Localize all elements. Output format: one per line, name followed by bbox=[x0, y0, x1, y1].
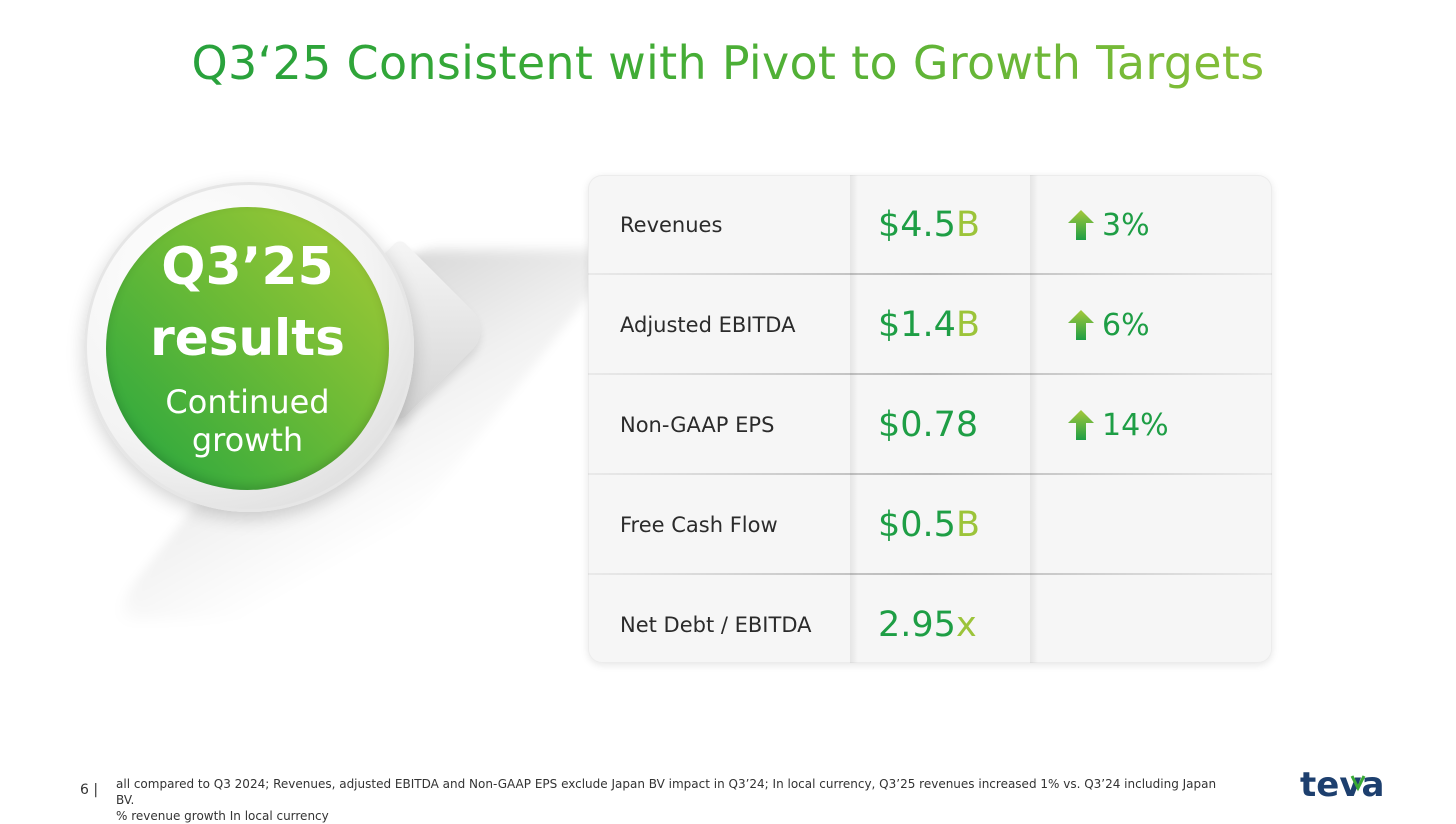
column-separator bbox=[850, 175, 858, 663]
metric-change: 3% bbox=[1068, 175, 1150, 275]
metric-row-net-debt-ebitda: Net Debt / EBITDA 2.95x bbox=[588, 575, 1272, 663]
metric-row-free-cash-flow: Free Cash Flow $0.5B bbox=[588, 475, 1272, 575]
badge-quarter: Q3’25 bbox=[161, 237, 334, 297]
slide-title: Q3‘25 Consistent with Pivot to Growth Ta… bbox=[0, 36, 1456, 90]
metric-change: 14% bbox=[1068, 375, 1169, 475]
metric-value: $4.5B bbox=[878, 205, 980, 245]
badge-results: results bbox=[150, 309, 345, 367]
footnote-line2: % revenue growth In local currency bbox=[116, 809, 329, 823]
badge-subtitle-line2: growth bbox=[191, 421, 304, 459]
metric-label: Free Cash Flow bbox=[620, 513, 778, 537]
metric-value: $0.78 bbox=[878, 405, 979, 445]
teva-logo: teva bbox=[1300, 766, 1384, 802]
metric-row-revenues: Revenues $4.5B 3% bbox=[588, 175, 1272, 275]
column-separator bbox=[1030, 175, 1038, 663]
svg-text:teva: teva bbox=[1300, 766, 1384, 802]
results-badge: Q3’25 results Continued growth bbox=[106, 207, 389, 490]
badge-subtitle: Continued growth bbox=[106, 383, 389, 459]
up-arrow-icon bbox=[1068, 310, 1094, 340]
metric-value: $0.5B bbox=[878, 505, 980, 545]
badge-subtitle-line1: Continued bbox=[165, 383, 330, 421]
metric-row-adjusted-ebitda: Adjusted EBITDA $1.4B 6% bbox=[588, 275, 1272, 375]
metric-label: Non-GAAP EPS bbox=[620, 413, 775, 437]
up-arrow-icon bbox=[1068, 210, 1094, 240]
up-arrow-icon bbox=[1068, 410, 1094, 440]
metric-label: Revenues bbox=[620, 213, 723, 237]
metric-label: Net Debt / EBITDA bbox=[620, 613, 812, 637]
footnote-line1: all compared to Q3 2024; Revenues, adjus… bbox=[116, 777, 1217, 807]
metrics-panel: Revenues $4.5B 3% Adjusted EBITDA $1.4B … bbox=[588, 175, 1272, 663]
metric-label: Adjusted EBITDA bbox=[620, 313, 796, 337]
metric-value: $1.4B bbox=[878, 305, 980, 345]
metric-row-non-gaap-eps: Non-GAAP EPS $0.78 14% bbox=[588, 375, 1272, 475]
metric-value: 2.95x bbox=[878, 605, 977, 645]
page-number: 6 | bbox=[80, 782, 99, 798]
metric-change: 6% bbox=[1068, 275, 1150, 375]
